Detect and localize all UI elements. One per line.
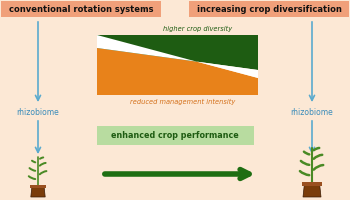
- FancyBboxPatch shape: [302, 182, 322, 186]
- Text: increasing crop diversification: increasing crop diversification: [197, 4, 342, 14]
- Polygon shape: [31, 187, 45, 197]
- Text: reduced management intensity: reduced management intensity: [130, 99, 235, 105]
- Polygon shape: [97, 35, 258, 70]
- FancyBboxPatch shape: [189, 1, 349, 17]
- Polygon shape: [97, 35, 258, 95]
- Text: enhanced crop performance: enhanced crop performance: [111, 130, 239, 140]
- FancyBboxPatch shape: [30, 185, 46, 188]
- Text: rhizobiome: rhizobiome: [17, 108, 60, 117]
- FancyBboxPatch shape: [1, 1, 161, 17]
- Text: higher crop diversity: higher crop diversity: [163, 26, 232, 32]
- Text: rhizobiome: rhizobiome: [290, 108, 333, 117]
- FancyBboxPatch shape: [97, 126, 253, 144]
- Text: conventional rotation systems: conventional rotation systems: [9, 4, 153, 14]
- Polygon shape: [303, 184, 321, 197]
- Polygon shape: [97, 35, 258, 78]
